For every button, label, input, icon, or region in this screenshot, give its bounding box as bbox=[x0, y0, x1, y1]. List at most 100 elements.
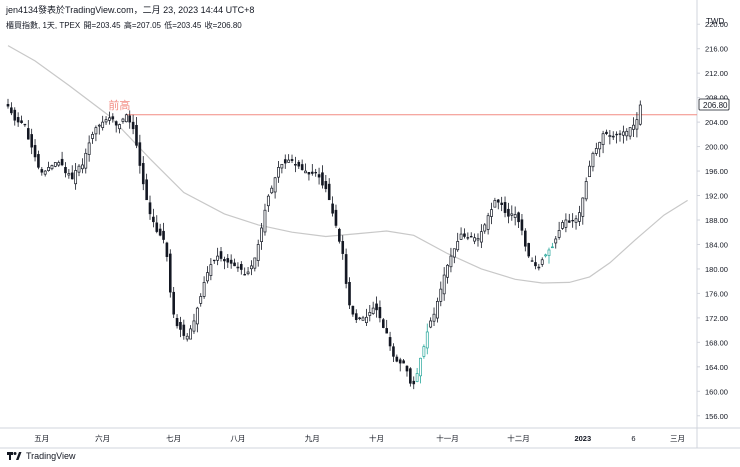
y-tick-label: 204.00 bbox=[705, 118, 728, 127]
last-price-tag bbox=[698, 98, 730, 111]
x-tick-label: 七月 bbox=[166, 434, 181, 443]
candle-body-down bbox=[114, 121, 118, 126]
resistance-line-group: 前高 bbox=[108, 98, 697, 116]
candle-body-down bbox=[524, 230, 527, 247]
y-tick-label: 160.00 bbox=[705, 387, 728, 396]
candle-body-down bbox=[317, 174, 321, 178]
candle-body-down bbox=[70, 172, 74, 180]
candle-body-up bbox=[294, 163, 297, 166]
candle-body-up bbox=[270, 187, 274, 194]
candle-body-down bbox=[23, 123, 27, 126]
candle-body-up bbox=[632, 124, 635, 130]
candle-body-down bbox=[534, 262, 537, 267]
candle-body-down bbox=[155, 222, 159, 232]
candle-body-up bbox=[246, 271, 250, 275]
candle-body-up bbox=[50, 165, 54, 170]
candle-body-down bbox=[463, 233, 466, 237]
candle-body-up bbox=[108, 117, 111, 121]
currency-label: TWD bbox=[706, 17, 724, 26]
candle-body-down bbox=[16, 117, 20, 123]
candle-body-up bbox=[365, 316, 368, 323]
candle-body-down bbox=[165, 242, 169, 257]
candle-body-down bbox=[283, 159, 287, 164]
candle-body-up bbox=[557, 230, 561, 238]
candle-body-down bbox=[517, 212, 520, 223]
candle-body-down bbox=[385, 328, 388, 334]
candle-body-down bbox=[37, 154, 40, 168]
candle-body-down bbox=[10, 107, 13, 114]
candle-body-up bbox=[74, 170, 78, 185]
candle-body-down bbox=[324, 181, 328, 190]
y-tick-label: 212.00 bbox=[705, 69, 728, 78]
candle-body-up bbox=[118, 124, 121, 130]
candle-body-down bbox=[530, 260, 534, 262]
candle-body-up bbox=[266, 195, 270, 207]
candle-body-down bbox=[131, 121, 135, 130]
candle-body-up bbox=[91, 134, 94, 139]
candle-body-down bbox=[520, 219, 524, 231]
candle-body-down bbox=[571, 219, 574, 222]
candle-body-up bbox=[483, 224, 487, 232]
candle-body-up bbox=[550, 246, 554, 249]
x-tick-label: 八月 bbox=[230, 434, 245, 443]
candle-body-up bbox=[452, 248, 456, 258]
candle-body-down bbox=[395, 356, 399, 362]
symbol-name[interactable]: 櫃買指數, 1天, TPEX bbox=[6, 21, 81, 30]
candle-body-up bbox=[358, 317, 362, 320]
candle-body-up bbox=[456, 241, 460, 251]
candle-body-down bbox=[398, 359, 402, 364]
candle-body-down bbox=[145, 179, 148, 201]
candle-body-up bbox=[80, 164, 84, 170]
candle-body-up bbox=[628, 127, 632, 137]
candle-body-down bbox=[229, 259, 233, 264]
candle-body-up bbox=[189, 328, 192, 340]
candle-body-down bbox=[212, 259, 216, 262]
candle-body-up bbox=[361, 317, 365, 321]
time-axis[interactable]: 五月 六月 七月 八月 九月 十月 十一月 十二月 2023 6 三月 bbox=[34, 433, 685, 443]
candle-body-up bbox=[216, 255, 220, 261]
candle-body-up bbox=[263, 209, 267, 233]
candle-body-up bbox=[429, 320, 433, 328]
candle-body-down bbox=[496, 199, 500, 203]
candle-body-up bbox=[260, 227, 263, 243]
y-tick-label: 168.00 bbox=[705, 338, 728, 347]
candle-body-up bbox=[280, 163, 284, 169]
candle-body-up bbox=[490, 209, 493, 217]
candle-body-up bbox=[94, 127, 98, 135]
tradingview-footer[interactable]: TradingView bbox=[6, 451, 76, 461]
candle-body-down bbox=[392, 346, 395, 357]
candle-body-down bbox=[341, 241, 345, 254]
candle-body-down bbox=[503, 202, 507, 213]
candle-body-up bbox=[304, 170, 307, 174]
candle-body-up bbox=[277, 167, 280, 178]
candle-body-down bbox=[33, 145, 37, 158]
candle-body-down bbox=[182, 324, 186, 336]
ma-series-line bbox=[7, 45, 688, 284]
candle-body-up bbox=[84, 152, 88, 169]
candle-body-down bbox=[128, 115, 132, 123]
candle-body-up bbox=[621, 131, 625, 136]
candle-body-down bbox=[605, 131, 608, 134]
symbol-legend: 櫃買指數, 1天, TPEX 開=203.45 高=207.05 低=203.4… bbox=[6, 20, 243, 31]
low-value: 低=203.45 bbox=[164, 21, 202, 30]
candle-body-up bbox=[209, 264, 213, 276]
candle-body-down bbox=[344, 254, 348, 284]
candle-body-down bbox=[30, 134, 33, 148]
candle-body-down bbox=[226, 258, 230, 263]
candle-body-up bbox=[554, 238, 558, 244]
candle-body-up bbox=[57, 162, 61, 166]
candle-body-up bbox=[371, 307, 375, 314]
x-tick-label: 十二月 bbox=[507, 433, 530, 443]
candle-body-down bbox=[331, 203, 334, 214]
candle-body-down bbox=[168, 253, 172, 293]
candle-body-down bbox=[60, 158, 64, 166]
candle-body-down bbox=[158, 228, 162, 236]
candle-body-down bbox=[297, 161, 301, 167]
candle-body-down bbox=[338, 228, 341, 242]
candle-body-up bbox=[598, 141, 602, 150]
candle-body-down bbox=[290, 159, 294, 161]
candle-body-up bbox=[101, 121, 105, 128]
open-value: 開=203.45 bbox=[83, 21, 121, 30]
